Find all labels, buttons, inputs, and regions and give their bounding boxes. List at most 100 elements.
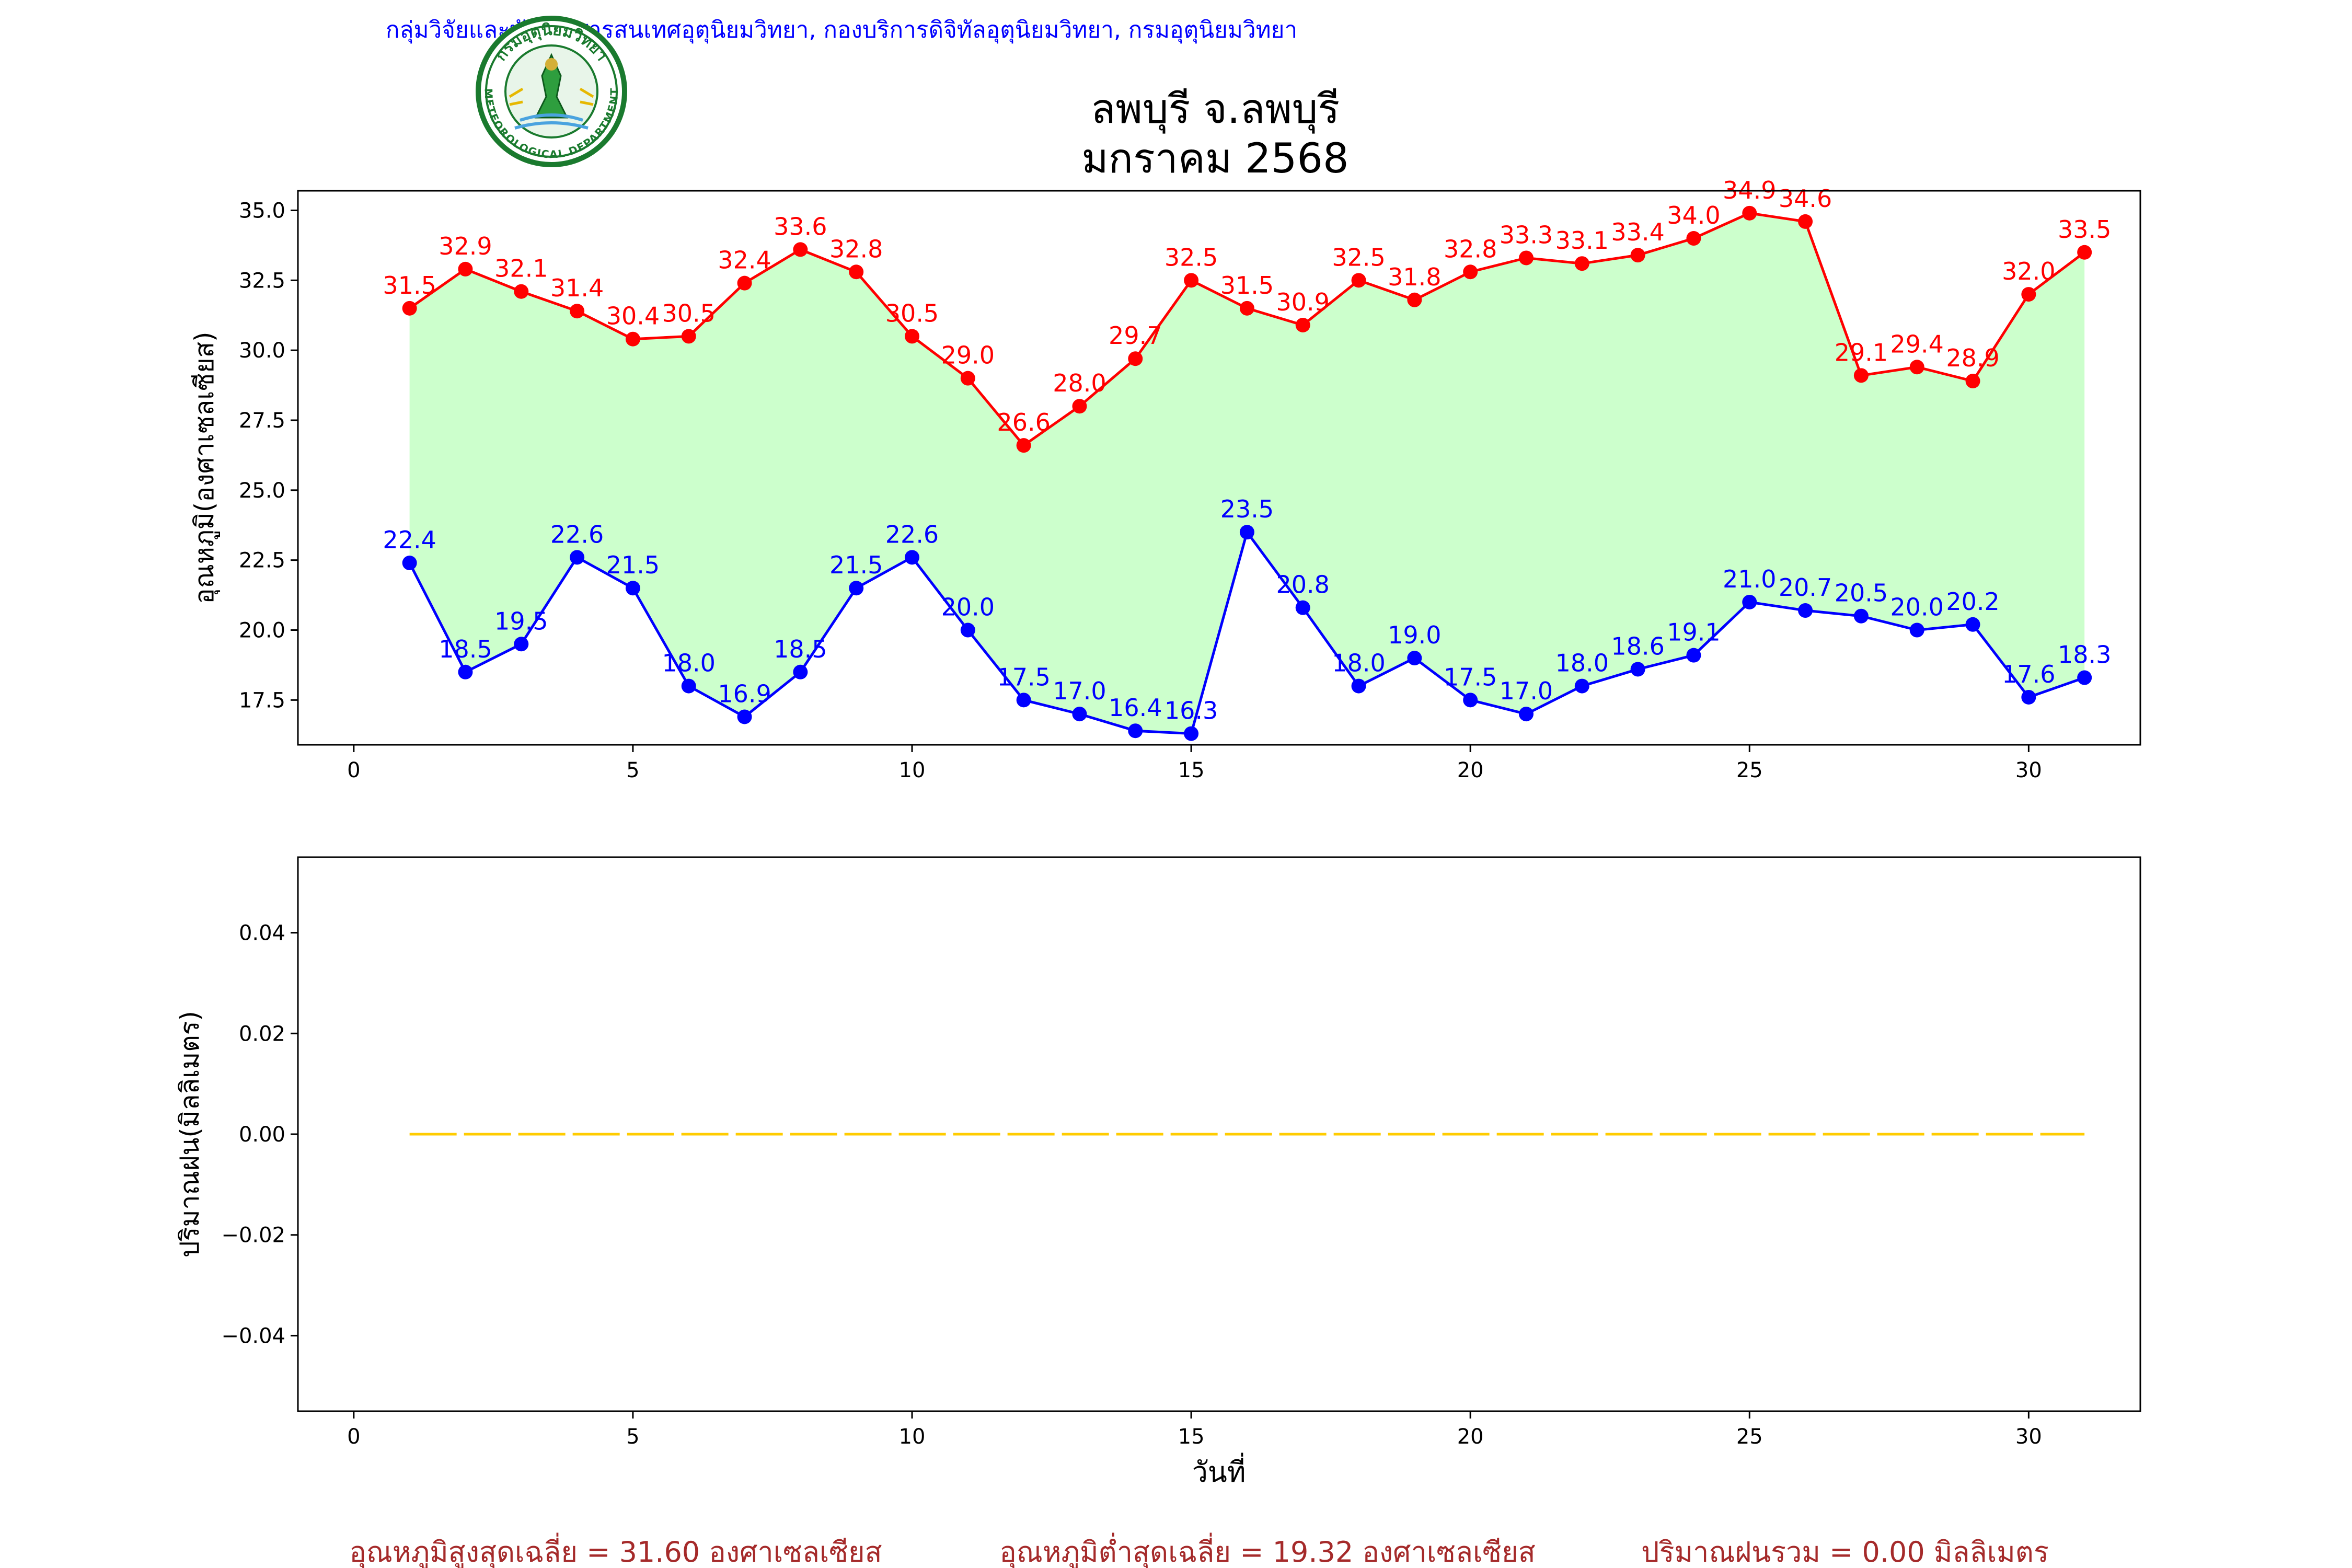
- temperature-x-tick-label: 10: [899, 758, 926, 782]
- min-temperature-point: [1574, 678, 1589, 694]
- min-temperature-point: [905, 550, 919, 565]
- max-temperature-point: [1072, 399, 1087, 414]
- max-temperature-data-label: 33.4: [1611, 218, 1664, 246]
- min-temperature-data-label: 21.5: [606, 551, 660, 579]
- min-temperature-point: [1742, 594, 1757, 609]
- max-temperature-data-label: 29.0: [941, 341, 995, 370]
- rainfall-x-tick-label: 0: [347, 1425, 360, 1449]
- temperature-x-tick-label: 30: [2015, 758, 2042, 782]
- max-temperature-point: [1686, 231, 1701, 246]
- min-temperature-data-label: 16.3: [1165, 697, 1218, 725]
- max-temperature-point: [458, 261, 473, 276]
- max-temperature-point: [1184, 273, 1199, 288]
- min-temperature-point: [1016, 693, 1031, 708]
- rainfall-y-tick-label: −0.02: [221, 1224, 285, 1248]
- max-temperature-data-label: 31.5: [383, 271, 436, 299]
- min-temperature-data-label: 18.5: [439, 635, 492, 663]
- max-temperature-point: [1128, 351, 1143, 366]
- max-temperature-point: [1407, 292, 1422, 307]
- temperature-chart: 31.532.932.131.430.4 30.532.433.632.830.5…: [189, 176, 2141, 782]
- temperature-x-tick-label: 0: [347, 758, 360, 782]
- min-temperature-data-label: 20.2: [1946, 587, 1999, 616]
- temperature-y-tick-label: 32.5: [239, 269, 285, 293]
- max-temperature-point: [1742, 205, 1757, 221]
- footer-rain-total: ปริมาณฝนรวม = 0.00 มิลลิเมตร: [1641, 1536, 2049, 1568]
- chart-title: ลพบุรี จ.ลพบุรี: [1091, 86, 1340, 134]
- min-temperature-data-label: 20.5: [1835, 579, 1888, 607]
- max-temperature-point: [1965, 374, 1980, 389]
- max-temperature-data-label: 30.9: [1276, 288, 1330, 316]
- min-temperature-point: [1295, 600, 1310, 615]
- min-temperature-data-label: 17.5: [1444, 663, 1497, 691]
- min-temperature-data-label: 19.0: [1388, 621, 1441, 649]
- max-temperature-data-label: 34.6: [1779, 185, 1832, 213]
- department-seal-logo: กรมอุตุนิยมวิทยา METEOROLOGICAL DEPARTME…: [476, 16, 627, 167]
- max-temperature-data-label: 31.8: [1388, 263, 1441, 291]
- rainfall-chart: 0 5 10 15 20 25 30 −0.04 −0.02 0.00 0.02 0.04 ปริม…: [175, 856, 2141, 1489]
- max-temperature-data-label: 29.7: [1109, 321, 1162, 350]
- max-temperature-point: [402, 301, 417, 316]
- rainfall-x-tick-label: 5: [626, 1425, 639, 1449]
- temperature-y-tick-label: 30.0: [239, 339, 285, 363]
- min-temperature-point: [625, 581, 640, 596]
- max-temperature-point: [1351, 273, 1366, 288]
- min-temperature-data-label: 16.9: [718, 679, 771, 708]
- max-temperature-point: [514, 284, 529, 299]
- temperature-x-tick-label: 20: [1457, 758, 1484, 782]
- temperature-y-tick-label: 35.0: [239, 199, 285, 223]
- temperature-range-fill: [409, 213, 2085, 734]
- min-temperature-data-label: 18.0: [1332, 649, 1385, 677]
- min-temperature-point: [458, 664, 473, 679]
- min-temperature-data-label: 18.0: [662, 649, 716, 677]
- temperature-y-tick-label: 17.5: [239, 688, 285, 712]
- min-temperature-point: [793, 664, 808, 679]
- temperature-y-tick-label: 22.5: [239, 549, 285, 573]
- min-temperature-point: [1239, 525, 1254, 540]
- min-temperature-point: [1686, 648, 1701, 663]
- min-temperature-data-label: 19.5: [494, 607, 548, 635]
- min-temperature-data-label: 20.7: [1779, 573, 1832, 602]
- max-temperature-point: [737, 275, 752, 291]
- chart-subtitle: มกราคม 2568: [1081, 135, 1348, 182]
- temperature-y-tick-label: 27.5: [239, 409, 285, 433]
- max-temperature-data-label: 30.4: [606, 302, 660, 330]
- max-temperature-data-label: 29.1: [1835, 338, 1888, 366]
- max-temperature-point: [1519, 250, 1534, 266]
- min-temperature-data-label: 22.4: [383, 526, 436, 554]
- min-temperature-point: [1463, 693, 1478, 708]
- min-temperature-data-label: 17.0: [1500, 677, 1553, 705]
- max-temperature-point: [1016, 438, 1031, 453]
- min-temperature-data-label: 18.6: [1611, 632, 1664, 660]
- min-temperature-point: [2077, 670, 2092, 685]
- min-temperature-point: [2021, 689, 2036, 705]
- temperature-y-axis-label: อุณหภูมิ(องศาเซลเซียส): [189, 331, 220, 604]
- min-temperature-data-label: 18.5: [774, 635, 827, 663]
- temperature-x-tick-label: 5: [626, 758, 639, 782]
- min-temperature-data-label: 23.5: [1220, 495, 1274, 523]
- min-temperature-point: [1128, 723, 1143, 739]
- rainfall-y-axis-label: ปริมาณฝน(มิลลิเมตร): [175, 1011, 205, 1258]
- temperature-x-tick-label: 25: [1736, 758, 1763, 782]
- min-temperature-point: [1184, 726, 1199, 741]
- min-temperature-data-label: 17.5: [997, 663, 1050, 691]
- max-temperature-point: [849, 264, 864, 280]
- rainfall-x-tick-label: 30: [2015, 1425, 2042, 1449]
- min-temperature-point: [849, 581, 864, 596]
- min-temperature-data-label: 21.5: [829, 551, 883, 579]
- max-temperature-data-label: 28.9: [1946, 344, 1999, 372]
- max-temperature-data-label: 33.6: [774, 212, 827, 240]
- max-temperature-data-label: 32.0: [2002, 257, 2055, 285]
- temperature-y-tick-label: 25.0: [239, 479, 285, 503]
- min-temperature-point: [1630, 662, 1645, 677]
- rainfall-y-tick-label: −0.04: [221, 1324, 285, 1348]
- min-temperature-data-label: 16.4: [1109, 694, 1162, 722]
- max-temperature-data-label: 32.1: [494, 255, 548, 283]
- rainfall-y-tick-label: 0.02: [239, 1022, 285, 1046]
- rainfall-x-tick-label: 25: [1736, 1425, 1763, 1449]
- min-temperature-point: [402, 556, 417, 571]
- rainfall-x-tick-label: 20: [1457, 1425, 1484, 1449]
- max-temperature-data-label: 31.5: [1220, 271, 1274, 299]
- rainfall-x-tick-label: 15: [1178, 1425, 1205, 1449]
- max-temperature-point: [1853, 368, 1869, 383]
- max-temperature-point: [2077, 245, 2092, 260]
